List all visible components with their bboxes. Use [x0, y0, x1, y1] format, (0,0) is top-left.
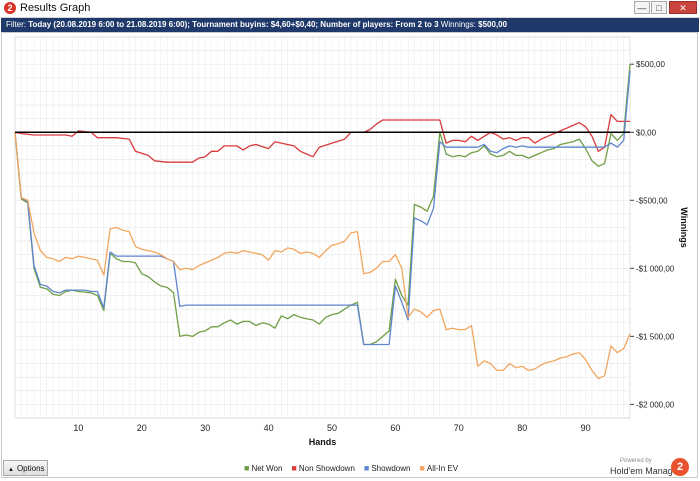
filter-bar: Filter: Today (20.08.2019 6:00 to 21.08.… [1, 18, 699, 32]
triangle-up-icon: ▲ [8, 467, 14, 473]
legend-label: All-In EV [426, 464, 459, 473]
legend-swatch-icon: ■ [244, 463, 250, 473]
close-icon[interactable]: ✕ [669, 1, 697, 14]
series-line-all-in-ev [14, 132, 631, 380]
options-button[interactable]: ▲ Options [3, 460, 48, 476]
filter-prefix: Filter: [6, 20, 26, 29]
brand-name: Hold'em Manager [610, 466, 681, 476]
x-tick-label: 30 [200, 423, 210, 433]
series-line-showdown [14, 70, 631, 346]
legend-item-net-won: ■ Net Won [244, 463, 283, 473]
hem-logo-icon: 2 [4, 2, 16, 14]
legend-label: Net Won [251, 464, 283, 473]
legend-swatch-icon: ■ [419, 463, 425, 473]
filter-winnings-value: $500,00 [478, 20, 508, 29]
legend-label: Non Showdown [298, 464, 355, 473]
maximize-icon[interactable]: □ [651, 1, 667, 14]
legend-swatch-icon: ■ [291, 463, 297, 473]
brand-logo-icon: 2 [671, 458, 689, 476]
filter-text: Today (20.08.2019 6:00 to 21.08.2019 6:0… [28, 20, 439, 29]
legend-item-non-showdown: ■ Non Showdown [291, 463, 355, 473]
series-line-non-showdown [14, 113, 630, 163]
y-axis-label: Winnings [679, 207, 689, 247]
y-tick-label: -$1 500,00 [636, 332, 675, 341]
legend-item-all-in-ev: ■ All-In EV [419, 463, 459, 473]
x-tick-label: 90 [581, 423, 591, 433]
minimize-icon[interactable]: — [634, 1, 650, 14]
x-tick-label: 40 [264, 423, 274, 433]
x-tick-label: 10 [73, 423, 83, 433]
y-tick-label: -$1 000,00 [636, 264, 675, 273]
x-axis-label: Hands [309, 437, 337, 447]
options-label: Options [16, 464, 45, 473]
series-line-net-won [14, 64, 631, 346]
legend-item-showdown: ■ Showdown [363, 463, 411, 473]
x-tick-label: 80 [517, 423, 527, 433]
window-titlebar: 2 Results Graph — □ ✕ [0, 0, 700, 18]
legend-swatch-icon: ■ [363, 463, 370, 473]
chart-legend: ■ Net Won ■ Non Showdown ■ Showdown ■ All-In EV [244, 463, 467, 473]
y-tick-label: $0,00 [636, 128, 657, 137]
legend-label: Showdown [371, 464, 411, 473]
chart-frame [1, 32, 698, 478]
window-title: Results Graph [20, 2, 91, 14]
x-tick-label: 20 [137, 423, 147, 433]
x-tick-label: 70 [454, 423, 464, 433]
x-tick-label: 60 [390, 423, 400, 433]
y-tick-label: $500,00 [636, 60, 665, 69]
powered-by-text: Powered by [620, 458, 652, 464]
filter-winnings-label: Winnings: [440, 20, 476, 29]
y-tick-label: -$500,00 [636, 196, 668, 205]
x-tick-label: 50 [327, 423, 337, 433]
y-tick-label: -$2 000,00 [636, 400, 675, 409]
